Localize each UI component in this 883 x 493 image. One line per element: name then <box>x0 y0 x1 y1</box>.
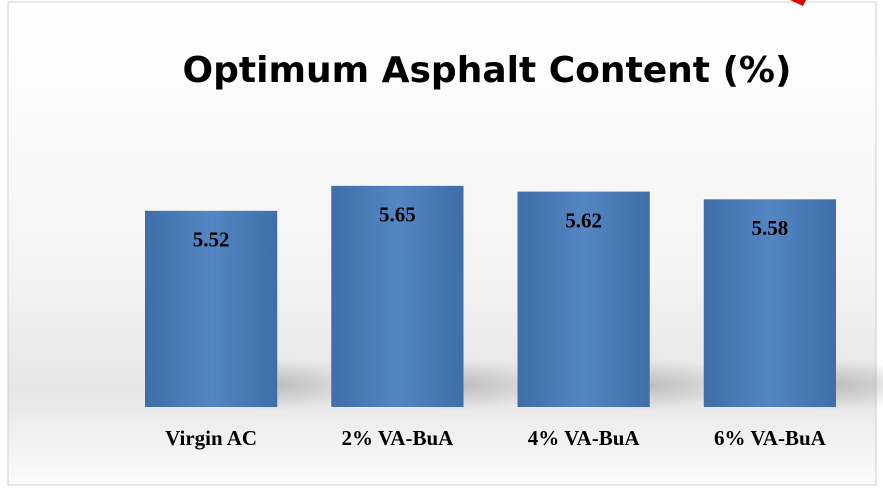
value-label: 5.62 <box>565 208 602 232</box>
bar <box>703 199 836 407</box>
value-label: 5.65 <box>379 203 416 227</box>
chart-title: Optimum Asphalt Content (%) <box>183 50 792 91</box>
value-label: 5.52 <box>193 228 230 252</box>
bar <box>145 210 278 407</box>
plot: Virgin AC 5.52 2% VA-BuA 5.65 4% VA-BuA 5.62 6… <box>145 185 883 450</box>
x-tick-label: Virgin AC <box>165 426 257 450</box>
bar <box>517 191 650 407</box>
x-tick-label: 2% VA-BuA <box>341 426 454 450</box>
bar <box>331 185 464 407</box>
value-label: 5.58 <box>752 216 789 240</box>
x-tick-label: 6% VA-BuA <box>714 426 827 450</box>
decoration <box>790 0 806 6</box>
x-tick-label: 4% VA-BuA <box>528 426 641 450</box>
